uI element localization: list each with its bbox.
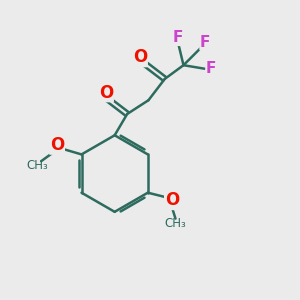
Text: CH₃: CH₃: [27, 159, 49, 172]
Text: CH₃: CH₃: [165, 218, 186, 230]
Text: O: O: [99, 83, 113, 101]
Text: O: O: [165, 191, 179, 209]
Text: F: F: [200, 35, 211, 50]
Text: F: F: [173, 30, 183, 45]
Text: O: O: [133, 49, 147, 67]
Text: O: O: [50, 136, 64, 154]
Text: F: F: [206, 61, 216, 76]
